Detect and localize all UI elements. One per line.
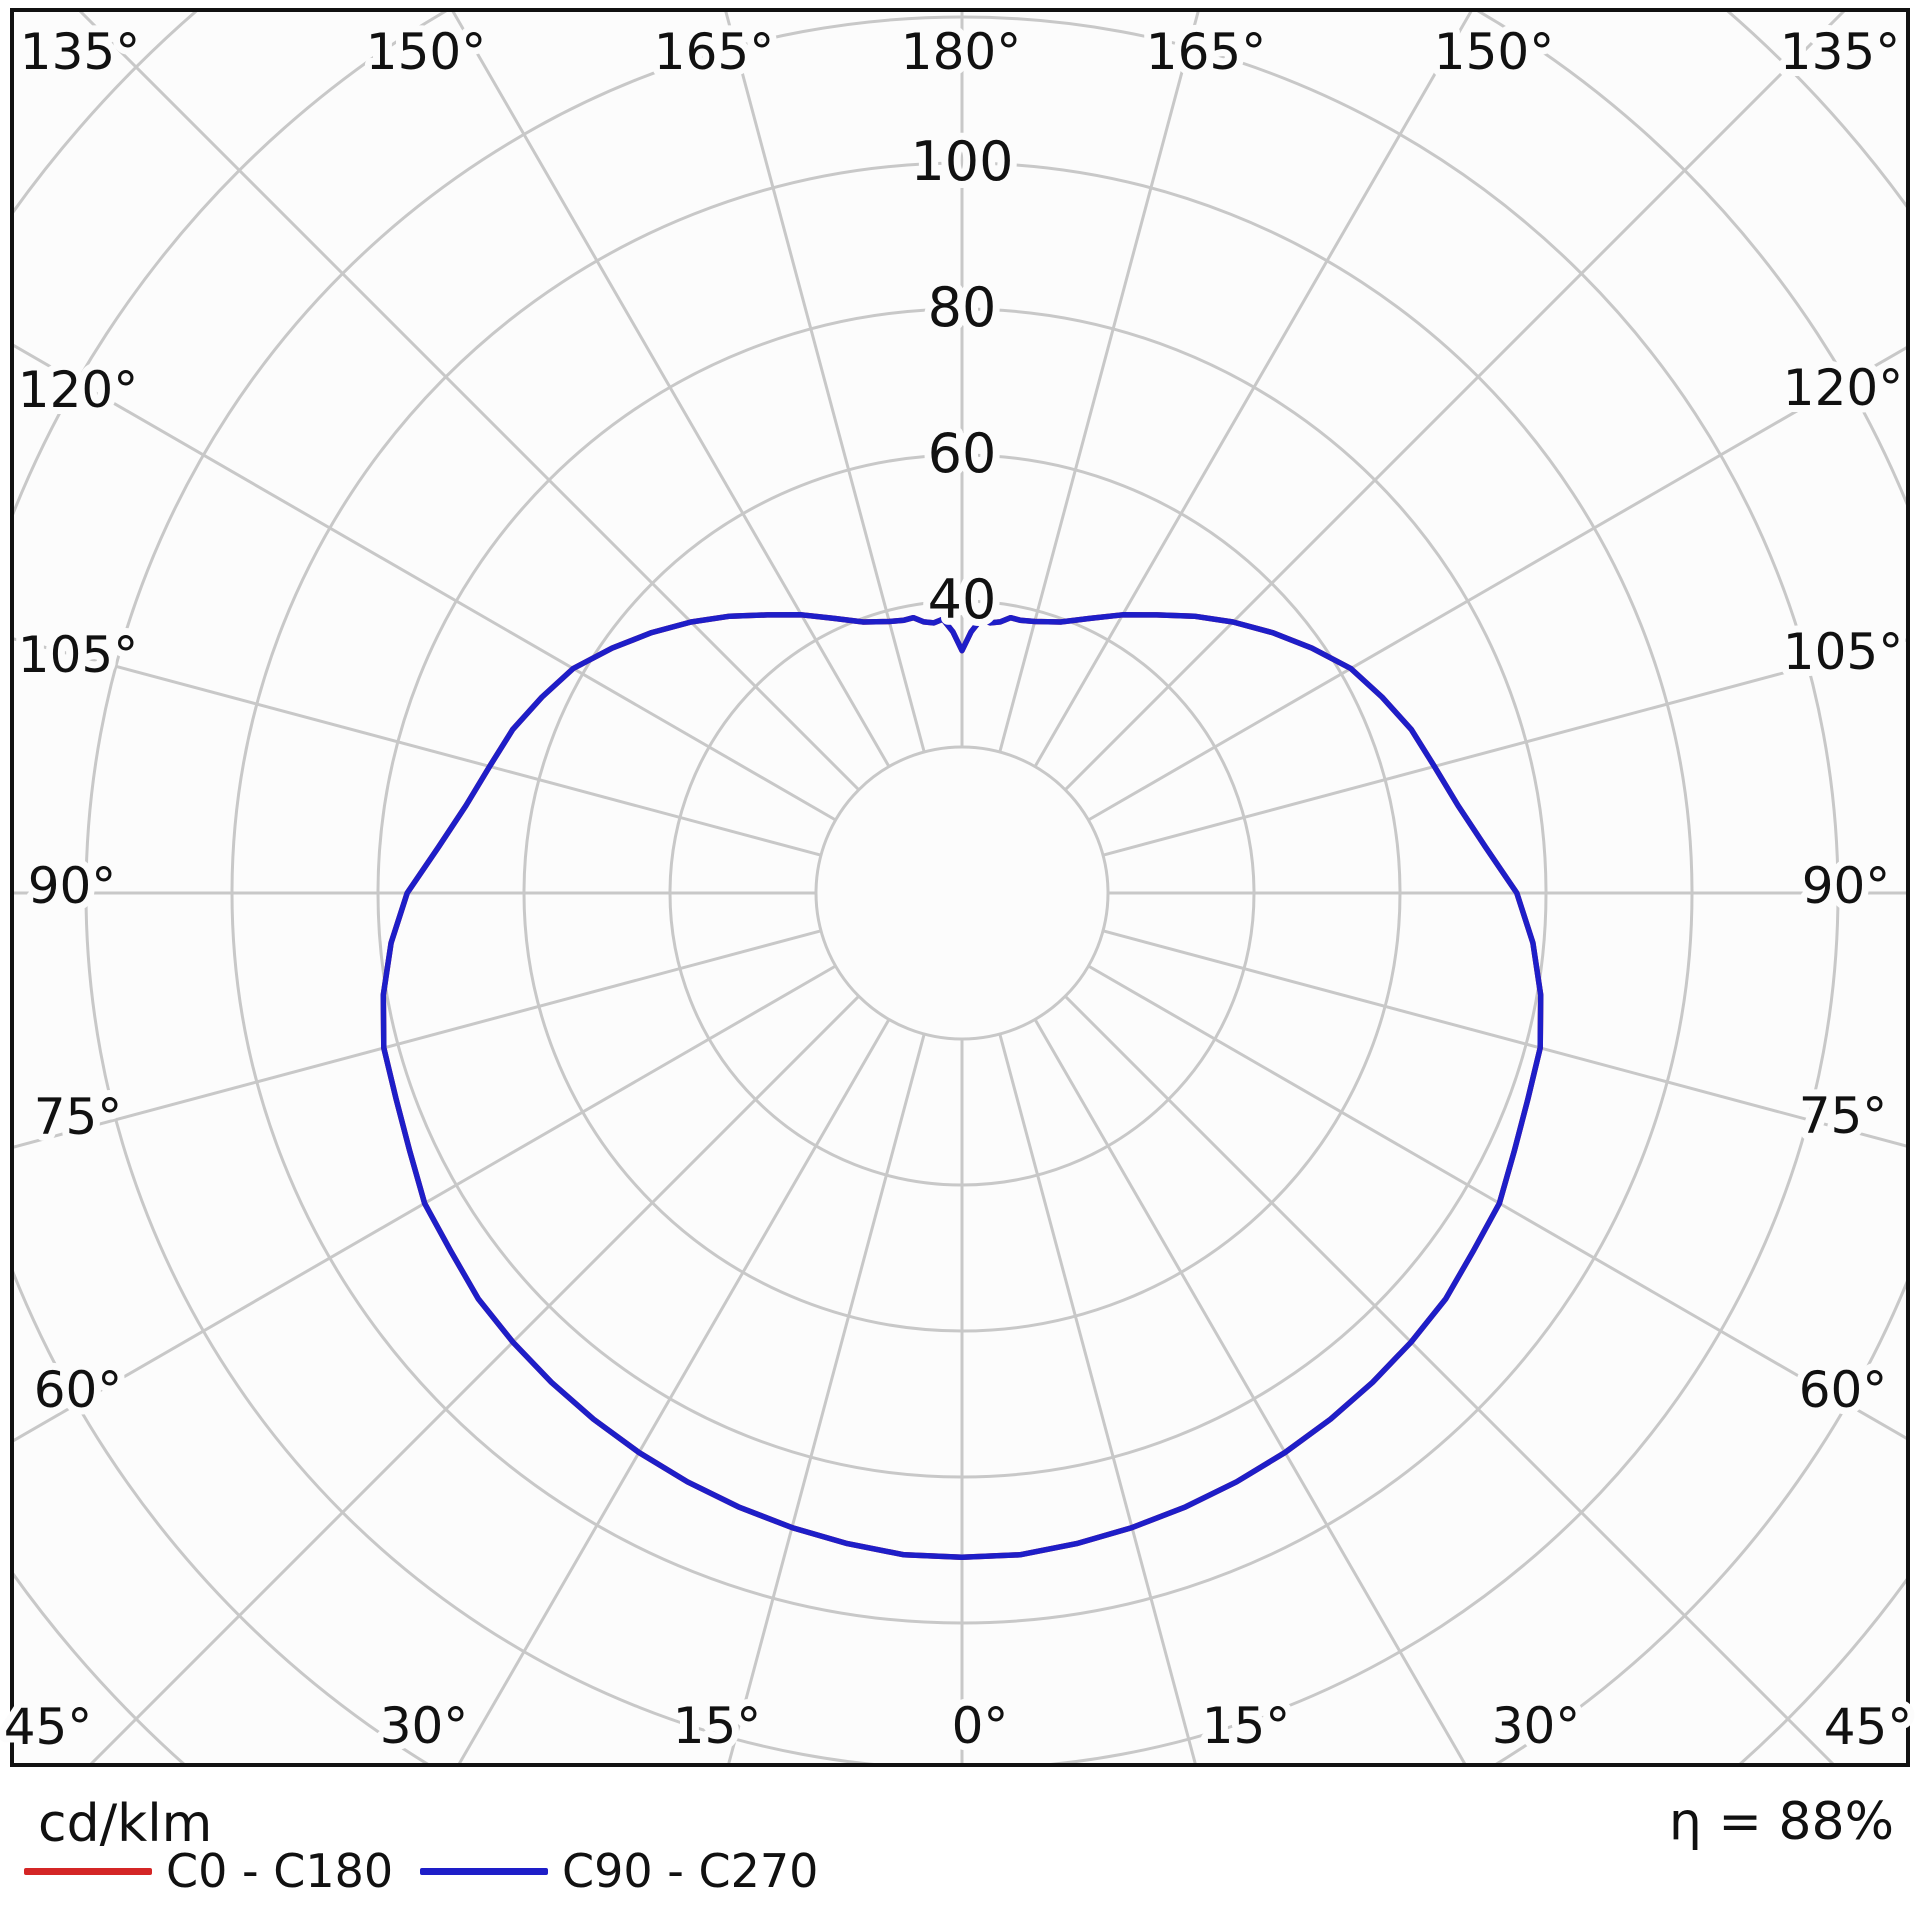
angle-label-105deg-9: 105° [18,626,138,684]
angle-label-165deg-2: 165° [654,23,774,81]
grid-spoke-225 [76,10,860,791]
angle-label-60deg-16: 60° [1799,1361,1888,1419]
c90-c270-curve [380,612,1544,1561]
angle-label-30deg-20: 30° [1492,1697,1581,1755]
grid-spoke-75 [1102,929,1908,1149]
efficiency-label: η = 88% [1668,1792,1894,1852]
radial-tick-label-40: 40 [928,568,997,631]
grid-spoke-240 [12,342,837,822]
unit-label: cd/klm [38,1794,213,1854]
legend-item-c0: C0 - C180 [24,1844,394,1898]
grid-spoke-105 [1102,637,1908,857]
angle-label-75deg-13: 75° [34,1088,123,1146]
grid-spoke-210 [450,10,891,768]
angle-label-45deg-17: 45° [4,1698,93,1756]
angle-label-90deg-12: 90° [1802,857,1891,915]
angle-label-75deg-14: 75° [1799,1087,1888,1145]
grid-spoke-45 [1064,995,1837,1765]
grid-spoke-195 [723,10,926,753]
radial-tick-label-80: 80 [928,276,997,339]
angle-label-90deg-11: 90° [28,857,117,915]
grid-spoke-285 [12,929,822,1150]
angle-label-180deg-3: 180° [901,23,1021,81]
grid-spoke-150 [1033,10,1474,768]
angle-label-150deg-1: 150° [366,23,486,81]
angle-label-165deg-4: 165° [1146,23,1266,81]
plot-background [12,10,1908,1765]
c0-legend-line [24,1867,152,1875]
angle-label-60deg-15: 60° [34,1361,123,1419]
angle-label-120deg-8: 120° [1783,359,1903,417]
angle-label-45deg-18: 45° [1824,1698,1913,1756]
grid-spoke-165 [998,10,1201,753]
grid-spoke-30 [1033,1018,1468,1765]
radial-tick-label-100: 100 [910,130,1013,193]
grid-spoke-300 [12,964,837,1444]
angle-label-15deg-21: 15° [673,1697,762,1755]
grid-spoke-315 [87,995,860,1765]
angle-label-135deg-0: 135° [20,23,140,81]
grid-spoke-15 [998,1033,1198,1765]
angle-label-15deg-22: 15° [1202,1697,1291,1755]
grid-spoke-135 [1064,10,1848,791]
grid-spoke-60 [1087,964,1908,1441]
angle-label-105deg-10: 105° [1783,623,1903,681]
angle-label-135deg-6: 135° [1780,23,1900,81]
angle-label-0deg-23: 0° [952,1697,1009,1755]
c90-legend-line [420,1867,548,1875]
radial-tick-label-60: 60 [928,422,997,485]
legend-item-c90: C90 - C270 [420,1844,819,1898]
angle-label-120deg-7: 120° [18,361,138,419]
c90-legend-label: C90 - C270 [562,1844,819,1898]
angle-label-30deg-19: 30° [380,1697,469,1755]
grid-spoke-120 [1087,345,1908,822]
grid-spoke-255 [12,636,822,857]
grid-spoke-330 [456,1018,891,1765]
angle-label-150deg-5: 150° [1434,23,1554,81]
plot-frame [10,8,1910,1767]
grid-spoke-345 [726,1033,926,1765]
c0-legend-label: C0 - C180 [166,1844,394,1898]
